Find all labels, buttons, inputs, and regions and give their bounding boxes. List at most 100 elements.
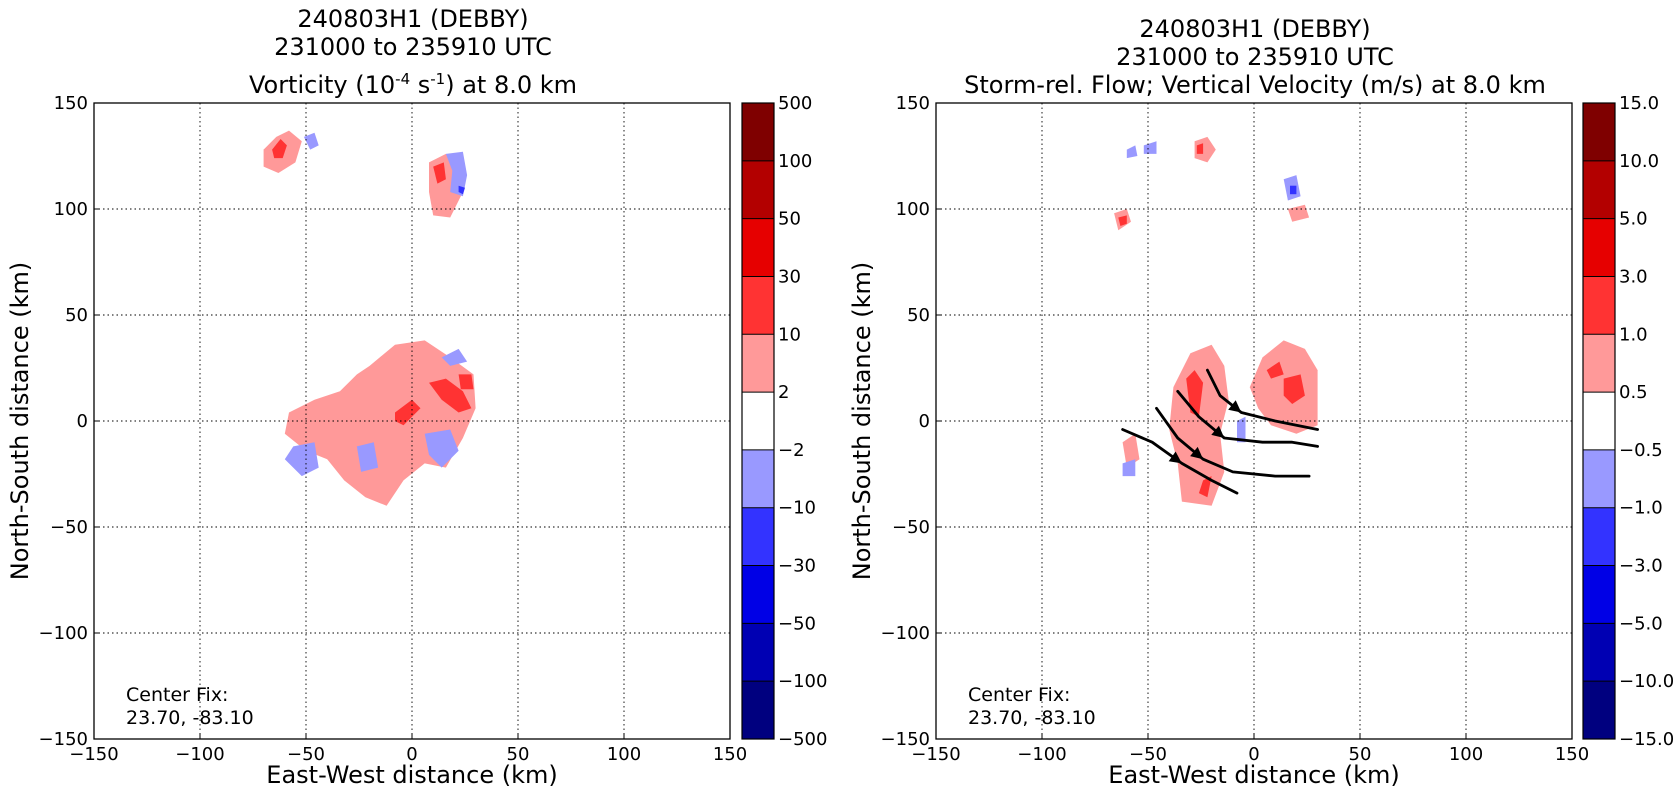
colorbar-segment [1583,681,1615,740]
contour-region-9 [429,378,472,413]
contour-region-1 [272,139,287,159]
streamline-arrowhead [1190,446,1204,460]
y-tick-label: −50 [50,517,88,538]
left-y-axis-label: North-South distance (km) [6,262,34,581]
right-title-line2: 231000 to 235910 UTC [1116,43,1394,71]
left-plot-data [263,130,476,506]
y-tick-label: 150 [896,93,930,114]
y-tick-label: −100 [881,623,930,644]
colorbar-segment [1583,449,1615,509]
left-axis-ticks: −150 −100 −50 0 50 100 150 150 100 50 0 −50 −100 −150 [39,93,748,765]
x-tick-label: 50 [1349,744,1372,765]
colorbar-label: −15.0 [1619,729,1674,750]
x-tick-label: 50 [507,744,530,765]
colorbar-label: −3.0 [1619,556,1663,577]
right-colorbar: 15.0 10.0 5.0 3.0 1.0 0.5 −0.5 −1.0 −3.0 −5.0 −10.… [1582,93,1674,750]
colorbar-label: −500 [778,729,827,750]
colorbar-segment [742,507,774,567]
colorbar-segment [742,103,774,162]
right-x-axis-label: East-West distance (km) [1108,761,1399,789]
streamline-arrowhead [1168,451,1182,464]
colorbar-segment [1583,334,1615,393]
x-tick-label: −50 [1129,744,1167,765]
y-tick-label: 150 [54,93,88,114]
contour-region-8 [1122,459,1136,477]
x-tick-label: 100 [1449,744,1483,765]
contour-region-2 [1198,476,1212,498]
colorbar-segment [1583,392,1615,451]
x-tick-label: −150 [911,744,960,765]
right-y-axis-label: North-South distance (km) [848,262,876,581]
colorbar-label: −10 [778,498,816,519]
contour-region-7 [284,340,476,506]
colorbar-label: −30 [778,556,816,577]
colorbar-label: −50 [778,613,816,634]
colorbar-frame [1582,102,1616,740]
colorbar-label: 15.0 [1619,93,1659,114]
left-title-line2: 231000 to 235910 UTC [274,33,552,61]
colorbar-segment [1583,103,1615,162]
x-tick-label: −100 [1017,744,1066,765]
colorbar-label: 50 [778,209,801,230]
colorbar-label: 1.0 [1619,324,1648,345]
contour-region-6 [458,185,465,195]
colorbar-frame [741,102,775,740]
contour-region-17 [1126,145,1138,159]
contour-region-11 [284,442,319,477]
colorbar-segment [742,392,774,451]
contour-region-16 [1287,204,1310,222]
x-tick-label: 0 [1248,744,1259,765]
colorbar-segment [1583,218,1615,277]
contour-region-13 [1118,215,1127,226]
y-tick-label: −100 [39,623,88,644]
colorbar-label: 100 [778,151,812,172]
colorbar-segment [1583,565,1615,624]
y-tick-label: 50 [907,305,930,326]
x-tick-label: −150 [69,744,118,765]
colorbar-label: −0.5 [1619,440,1663,461]
contour-region-5 [1266,361,1284,379]
colorbar-label: 30 [778,266,801,287]
right-title-line3: Storm-rel. Flow; Vertical Velocity (m/s)… [964,71,1546,99]
contour-region-6 [1237,416,1246,443]
left-title-line3-sup1: -4 [395,70,410,88]
colorbar-label: 10 [778,324,801,345]
right-plot-data [1114,136,1318,506]
colorbar-label: 2 [778,382,789,403]
right-axis-ticks: −150 −100 −50 0 50 100 150 150 100 50 0 −50 −100 −150 [881,93,1590,765]
colorbar-segment [742,681,774,740]
x-tick-label: 150 [1555,744,1589,765]
right-center-fix-value: 23.70, -83.10 [968,707,1096,729]
colorbar-segment [1583,623,1615,682]
left-title-line3-sup2: -1 [430,70,445,88]
y-tick-label: 0 [77,411,88,432]
left-colorbar: 500 100 50 30 10 2 −2 −10 −30 −50 −100 −500 [741,93,827,750]
contour-region-11 [1143,141,1157,154]
contour-region-4 [1283,374,1305,404]
colorbar-label: 0.5 [1619,382,1648,403]
left-center-fix-value: 23.70, -83.10 [126,707,254,729]
colorbar-label: −5.0 [1619,613,1663,634]
colorbar-label: 3.0 [1619,266,1648,287]
colorbar-label: −1.0 [1619,498,1663,519]
colorbar-label: 5.0 [1619,209,1648,230]
left-title-line3-mid: s [410,71,430,99]
colorbar-segment [742,276,774,335]
streamline-3 [1206,368,1319,431]
contour-region-10 [458,374,474,390]
y-tick-label: 0 [919,411,930,432]
right-title-line1: 240803H1 (DEBBY) [1139,15,1370,43]
contour-region-15 [1290,185,1297,195]
colorbar-label: 10.0 [1619,151,1659,172]
y-tick-label: −150 [881,729,930,750]
right-center-fix-label: Center Fix: [968,684,1070,706]
contour-region-4 [433,162,446,184]
contour-region-10 [1196,143,1204,154]
x-tick-label: 0 [406,744,417,765]
contour-region-7 [1122,433,1140,468]
left-title-line1: 240803H1 (DEBBY) [297,5,528,33]
colorbar-segment [1583,276,1615,335]
contour-region-5 [445,151,468,197]
contour-region-8 [395,399,421,426]
